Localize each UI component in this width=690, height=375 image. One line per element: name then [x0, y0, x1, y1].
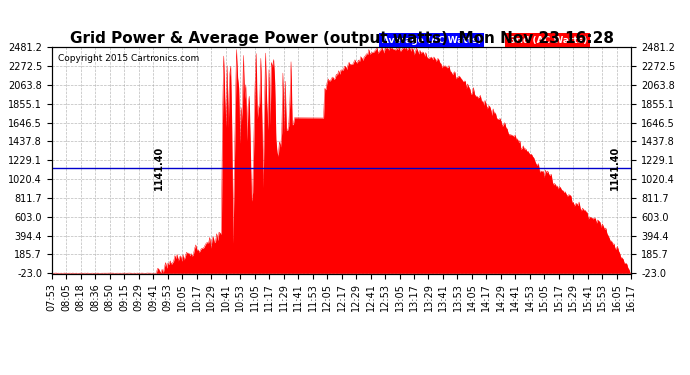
Text: Copyright 2015 Cartronics.com: Copyright 2015 Cartronics.com: [57, 54, 199, 63]
Text: Average (AC Watts): Average (AC Watts): [382, 36, 481, 45]
Text: 1141.40: 1141.40: [610, 146, 620, 190]
Title: Grid Power & Average Power (output watts)  Mon Nov 23 16:28: Grid Power & Average Power (output watts…: [70, 31, 613, 46]
Text: Grid (AC Watts): Grid (AC Watts): [508, 36, 587, 45]
Text: 1141.40: 1141.40: [154, 146, 164, 190]
